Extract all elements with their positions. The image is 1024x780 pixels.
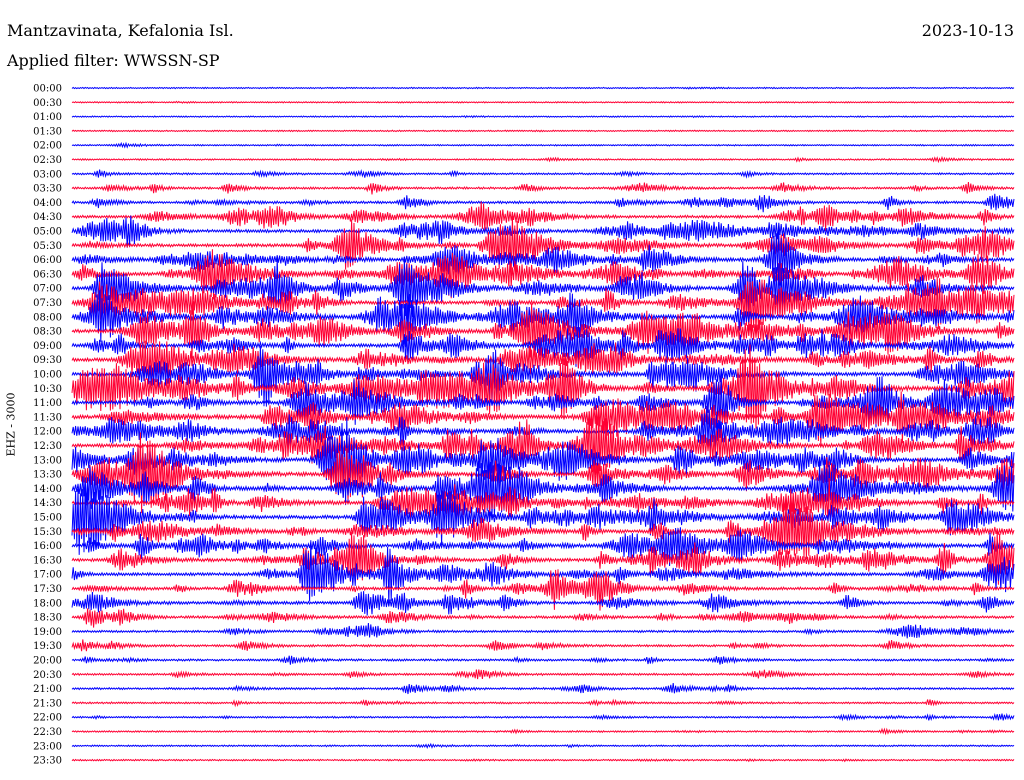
row-label: 17:00 [33, 570, 62, 581]
row-label: 05:00 [33, 227, 62, 238]
row-label: 14:00 [33, 484, 62, 495]
row-label: 10:00 [33, 370, 62, 381]
trace-row [71, 340, 1015, 384]
trace-row [71, 712, 1015, 722]
trace-row [71, 477, 1015, 555]
row-label: 07:30 [33, 298, 62, 309]
trace-row [71, 407, 1015, 487]
trace-row [71, 757, 1015, 763]
trace-row [71, 115, 1015, 119]
trace-row [71, 742, 1015, 749]
trace-row [71, 373, 1015, 433]
row-label: 12:00 [33, 427, 62, 438]
row-label: 00:30 [33, 98, 62, 109]
trace-row [71, 100, 1015, 104]
row-label: 12:30 [33, 441, 62, 452]
trace-row [71, 391, 1015, 447]
trace-row [71, 531, 1015, 585]
trace-row [71, 527, 1015, 567]
trace-row [71, 345, 1015, 407]
row-label: 18:00 [33, 598, 62, 609]
row-label: 05:30 [33, 241, 62, 252]
row-label: 13:00 [33, 455, 62, 466]
row-label: 16:00 [33, 541, 62, 552]
row-label: 21:00 [33, 684, 62, 695]
trace-row [71, 655, 1015, 665]
trace-row [71, 569, 1015, 611]
row-label: 04:00 [33, 198, 62, 209]
trace-row [71, 488, 1015, 560]
trace-row [71, 257, 1015, 321]
trace-row [71, 591, 1015, 616]
date-label: 2023-10-13 [921, 21, 1014, 40]
trace-row [71, 86, 1015, 90]
trace-row [71, 698, 1015, 708]
row-label: 23:30 [33, 756, 62, 767]
trace-row [71, 458, 1015, 523]
station-title: Mantzavinata, Kefalonia Isl. [7, 21, 234, 40]
row-label: 20:30 [33, 670, 62, 681]
row-label: 19:00 [33, 627, 62, 638]
row-label: 02:30 [33, 155, 62, 166]
trace-row [71, 276, 1015, 339]
row-label: 06:00 [33, 255, 62, 266]
trace-row [71, 141, 1015, 149]
row-label: 03:00 [33, 169, 62, 180]
row-label: 03:30 [33, 184, 62, 195]
trace-row [71, 201, 1015, 232]
row-label: 20:00 [33, 656, 62, 667]
trace-row [71, 249, 1015, 300]
row-label: 10:30 [33, 384, 62, 395]
trace-row [71, 405, 1015, 453]
filter-label: Applied filter: WWSSN-SP [7, 51, 220, 70]
row-label: 21:30 [33, 698, 62, 709]
row-label: 17:30 [33, 584, 62, 595]
trace-row [71, 301, 1015, 359]
trace-row [71, 683, 1015, 695]
row-label: 14:30 [33, 498, 62, 509]
row-label: 09:30 [33, 355, 62, 366]
trace-row [71, 417, 1015, 506]
trace-row [71, 432, 1015, 514]
row-label: 11:30 [33, 412, 62, 423]
trace-row [71, 326, 1015, 369]
trace-row [71, 669, 1015, 680]
row-label: 16:30 [33, 555, 62, 566]
trace-row [71, 727, 1015, 736]
row-label: 23:00 [33, 741, 62, 752]
trace-row [71, 478, 1015, 523]
row-label: 06:30 [33, 269, 62, 280]
trace-row [71, 623, 1015, 639]
trace-row [71, 344, 1015, 429]
trace-row [71, 540, 1015, 605]
row-label: 19:30 [33, 641, 62, 652]
trace-row [71, 129, 1015, 133]
row-label: 02:00 [33, 141, 62, 152]
trace-row [71, 215, 1015, 248]
row-label: 22:00 [33, 713, 62, 724]
trace-row [71, 215, 1015, 277]
trace-row [71, 229, 1015, 286]
trace-row [71, 608, 1015, 628]
row-label: 00:00 [33, 84, 62, 95]
row-label: 15:30 [33, 527, 62, 538]
row-label: 09:00 [33, 341, 62, 352]
trace-row [71, 155, 1015, 164]
row-label: 15:00 [33, 513, 62, 524]
trace-row [71, 168, 1015, 179]
trace-row [71, 182, 1015, 195]
row-label: 13:30 [33, 470, 62, 481]
row-label: 08:30 [33, 327, 62, 338]
row-label: 18:30 [33, 613, 62, 624]
row-label: 07:00 [33, 284, 62, 295]
trace-row [71, 193, 1015, 213]
row-label: 08:00 [33, 312, 62, 323]
trace-row [71, 639, 1015, 652]
row-label: 01:30 [33, 126, 62, 137]
row-label: 11:00 [33, 398, 62, 409]
row-label: 22:30 [33, 727, 62, 738]
row-label: 01:00 [33, 112, 62, 123]
row-label: 04:30 [33, 212, 62, 223]
